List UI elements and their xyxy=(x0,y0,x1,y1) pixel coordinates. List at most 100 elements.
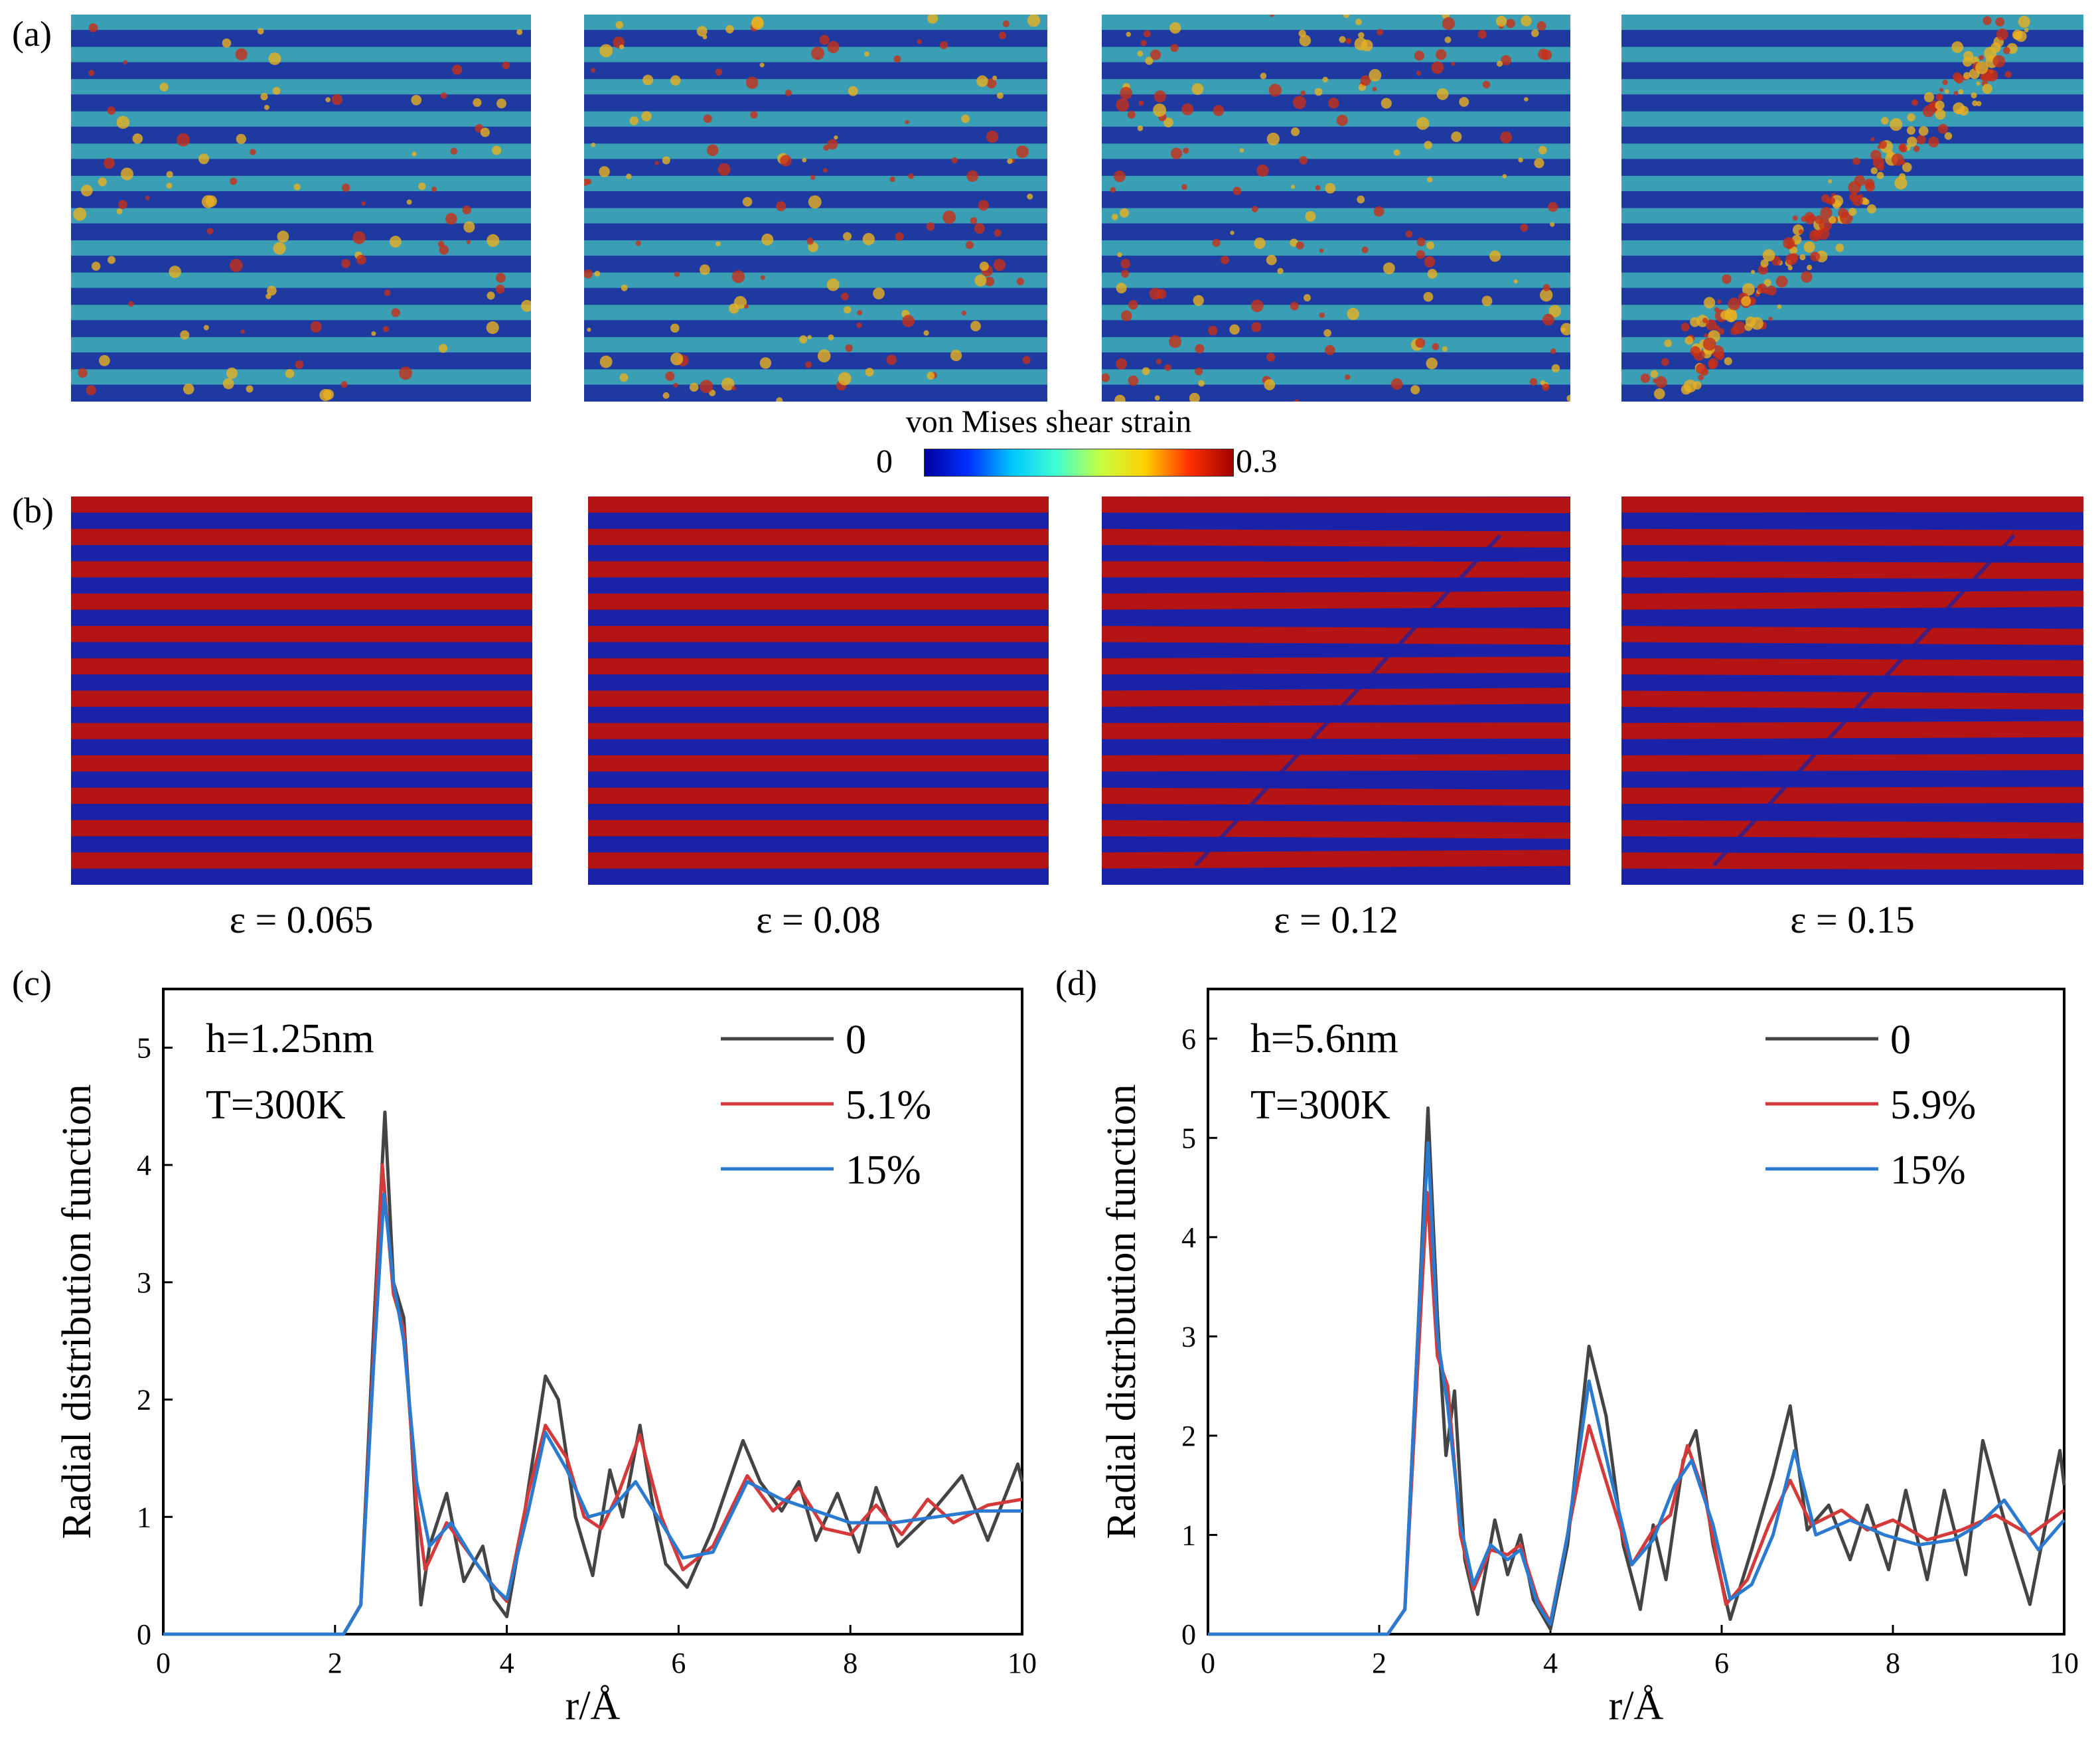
high-strain-spot xyxy=(615,21,624,29)
colorbar xyxy=(924,449,1234,477)
high-strain-spot xyxy=(776,397,783,402)
high-strain-spot xyxy=(1902,162,1912,173)
strain-band xyxy=(584,337,1047,352)
strain-band xyxy=(1102,256,1570,272)
high-strain-spot xyxy=(1524,97,1529,102)
high-strain-spot xyxy=(1373,206,1385,217)
x-axis-label: r/Å xyxy=(565,1683,621,1728)
high-strain-spot xyxy=(487,234,500,247)
x-tick-label: 2 xyxy=(328,1647,342,1679)
high-strain-spot xyxy=(463,221,475,233)
high-strain-spot xyxy=(1704,333,1708,338)
strain-band xyxy=(1621,79,2083,95)
high-strain-spot xyxy=(966,170,978,182)
high-strain-spot xyxy=(389,236,402,248)
high-strain-spot xyxy=(745,76,759,89)
high-strain-spot xyxy=(1980,74,1987,81)
high-strain-spot xyxy=(361,201,366,206)
high-strain-spot xyxy=(759,357,772,369)
high-strain-spot xyxy=(1110,187,1116,193)
high-strain-spot xyxy=(1702,337,1716,351)
high-strain-spot xyxy=(1996,28,2008,40)
high-strain-spot xyxy=(1944,132,1953,140)
high-strain-spot xyxy=(1432,343,1440,350)
strain-band xyxy=(1621,385,2083,401)
plot-annotation: T=300K xyxy=(1250,1083,1390,1128)
high-strain-spot xyxy=(1777,304,1782,309)
high-strain-spot xyxy=(1894,177,1908,190)
phase-band xyxy=(1102,688,1570,707)
strain-band xyxy=(71,240,531,256)
series-line xyxy=(1208,1106,2066,1636)
x-axis-label: r/Å xyxy=(1609,1683,1664,1728)
strain-band xyxy=(1102,337,1570,352)
high-strain-spot xyxy=(961,114,970,123)
high-strain-spot xyxy=(1436,49,1447,60)
high-strain-spot xyxy=(826,278,840,291)
high-strain-spot xyxy=(268,52,281,66)
high-strain-spot xyxy=(1513,279,1518,284)
high-strain-spot xyxy=(80,185,93,196)
high-strain-spot xyxy=(940,41,948,50)
high-strain-spot xyxy=(1548,305,1562,318)
x-tick-label: 0 xyxy=(1201,1647,1215,1679)
high-strain-spot xyxy=(1442,17,1456,31)
strain-band xyxy=(71,305,531,321)
phase-band xyxy=(71,690,532,707)
high-strain-spot xyxy=(1531,29,1539,37)
high-strain-spot xyxy=(827,40,840,54)
high-strain-spot xyxy=(1102,373,1110,382)
phase-band xyxy=(1102,656,1570,675)
phase-band xyxy=(588,787,1049,804)
strain-snapshot-3 xyxy=(1102,15,1570,402)
high-strain-spot xyxy=(1500,131,1513,144)
high-strain-spot xyxy=(439,245,449,255)
high-strain-spot xyxy=(1482,80,1491,89)
high-strain-spot xyxy=(1661,358,1669,366)
high-strain-spot xyxy=(1912,99,1919,106)
high-strain-spot xyxy=(1521,15,1532,27)
strain-band xyxy=(71,288,531,305)
high-strain-spot xyxy=(1183,147,1189,154)
high-strain-spot xyxy=(1459,97,1469,107)
high-strain-spot xyxy=(1128,375,1139,386)
high-strain-spot xyxy=(1497,60,1503,67)
high-strain-spot xyxy=(1189,392,1200,402)
strain-band xyxy=(1621,95,2083,111)
high-strain-spot xyxy=(1444,37,1452,43)
strain-band xyxy=(1102,321,1570,337)
high-strain-spot xyxy=(1290,238,1298,247)
high-strain-spot xyxy=(1121,269,1130,278)
high-strain-spot xyxy=(1195,344,1205,354)
high-strain-spot xyxy=(1828,179,1833,184)
high-strain-spot xyxy=(1702,317,1708,324)
high-strain-spot xyxy=(986,130,999,143)
high-strain-spot xyxy=(1798,229,1804,234)
high-strain-spot xyxy=(1277,267,1284,274)
high-strain-spot xyxy=(1116,358,1128,370)
strain-band xyxy=(71,31,531,46)
high-strain-spot xyxy=(1383,262,1395,275)
high-strain-spot xyxy=(1314,88,1323,96)
high-strain-spot xyxy=(1717,299,1722,304)
high-strain-spot xyxy=(1714,325,1720,331)
high-strain-spot xyxy=(1829,216,1837,224)
phase-band xyxy=(1621,820,2083,839)
high-strain-spot xyxy=(445,212,457,225)
high-strain-spot xyxy=(998,31,1007,40)
high-strain-spot xyxy=(1806,264,1813,271)
high-strain-spot xyxy=(331,94,343,106)
phase-band xyxy=(588,561,1049,577)
high-strain-spot xyxy=(240,329,245,334)
high-strain-spot xyxy=(418,183,426,190)
high-strain-spot xyxy=(1305,211,1316,222)
phase-band xyxy=(1621,528,2083,546)
phase-band xyxy=(1621,658,2083,676)
high-strain-spot xyxy=(799,335,808,344)
strain-band xyxy=(1621,337,2083,352)
high-strain-spot xyxy=(1451,62,1456,66)
y-tick-label: 1 xyxy=(137,1501,151,1533)
strain-band xyxy=(584,272,1047,288)
strain-band xyxy=(1621,143,2083,159)
